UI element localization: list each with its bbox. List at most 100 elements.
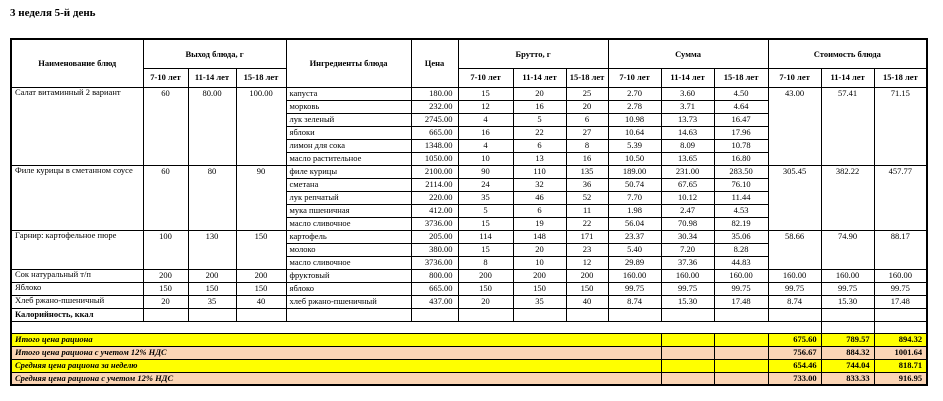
summary-empty-cell <box>660 358 715 373</box>
summary-value-cell: 733.00 <box>767 371 822 386</box>
ingredient-name-cell: масло сливочное <box>285 216 412 231</box>
summary-row: Итого цена рациона 675.60 789.57 894.32 <box>10 332 928 347</box>
calories-empty-cell <box>512 307 567 322</box>
sum-value-cell: 16.47 <box>713 112 769 127</box>
summary-value-cell: 916.95 <box>873 371 928 386</box>
spacer-cell <box>11 320 143 334</box>
sum-value-cell: 70.98 <box>660 216 715 231</box>
sum-value-cell: 99.75 <box>660 281 715 296</box>
dish-output-cell: 40 <box>235 294 287 309</box>
gross-value-cell: 22 <box>512 125 567 140</box>
ingredient-price-cell: 232.00 <box>410 99 459 114</box>
dish-output-cell: 20 <box>142 294 189 309</box>
gross-value-cell: 40 <box>565 294 609 309</box>
calories-label-cell: Калорийность, ккал <box>10 307 144 322</box>
summary-value-cell: 884.32 <box>820 345 875 360</box>
sum-value-cell: 13.65 <box>660 151 715 166</box>
sum-value-cell: 1.98 <box>607 203 662 218</box>
dish-cost-cell: 160.00 <box>767 268 822 283</box>
col-header-ingredients: Ингредиенты блюда <box>285 38 412 88</box>
gross-value-cell: 15 <box>457 86 514 101</box>
sum-value-cell: 8.28 <box>713 242 769 257</box>
summary-empty-cell <box>713 358 769 373</box>
sum-value-cell: 17.48 <box>713 294 769 309</box>
col-header-sum: Сумма <box>607 38 769 69</box>
gross-value-cell: 200 <box>457 268 514 283</box>
gross-value-cell: 200 <box>565 268 609 283</box>
ingredient-name-cell: молоко <box>285 242 412 257</box>
gross-value-cell: 171 <box>565 229 609 244</box>
gross-value-cell: 22 <box>565 216 609 231</box>
ingredient-row: Хлеб ржано-пшеничный 20 35 40 хлеб ржано-пше… <box>10 294 928 309</box>
sum-value-cell: 283.50 <box>713 164 769 179</box>
dish-cost-cell: 15.30 <box>820 294 875 309</box>
gross-value-cell: 10 <box>512 255 567 270</box>
sum-value-cell: 2.70 <box>607 86 662 101</box>
dish-cost-cell: 43.00 <box>767 86 822 166</box>
gross-value-cell: 6 <box>512 138 567 153</box>
dish-output-cell: 200 <box>142 268 189 283</box>
gross-value-cell: 135 <box>565 164 609 179</box>
sum-value-cell: 7.20 <box>660 242 715 257</box>
dish-cost-cell: 8.74 <box>767 294 822 309</box>
gross-value-cell: 23 <box>565 242 609 257</box>
gross-value-cell: 148 <box>512 229 567 244</box>
dish-output-cell: 80.00 <box>187 86 237 166</box>
summary-label-cell: Итого цена рациона с учетом 12% НДС <box>10 345 662 360</box>
sum-value-cell: 15.30 <box>660 294 715 309</box>
sum-value-cell: 160.00 <box>660 268 715 283</box>
summary-value-cell: 833.33 <box>820 371 875 386</box>
sum-value-cell: 76.10 <box>713 177 769 192</box>
summary-value-cell: 894.32 <box>873 332 928 347</box>
sum-value-cell: 13.73 <box>660 112 715 127</box>
dish-output-cell: 150 <box>235 281 287 296</box>
sum-value-cell: 44.83 <box>713 255 769 270</box>
age-col-sum-7-10: 7-10 лет <box>607 67 662 88</box>
calories-empty-cell <box>660 307 715 322</box>
sum-value-cell: 4.64 <box>713 99 769 114</box>
spacer-cell <box>411 320 459 334</box>
ingredient-price-cell: 380.00 <box>410 242 459 257</box>
ingredient-row: яблоки 665.00 16 22 27 10.64 14.63 17.96 <box>11 125 927 140</box>
dish-name-cell: Филе курицы в сметанном соусе <box>10 164 144 231</box>
dish-cost-cell: 382.22 <box>820 164 875 231</box>
ingredient-price-cell: 437.00 <box>410 294 459 309</box>
dish-output-cell: 35 <box>187 294 237 309</box>
dish-output-cell: 200 <box>187 268 237 283</box>
col-header-gross: Брутто, г <box>457 38 609 69</box>
age-col-gross-11-14: 11-14 лет <box>512 67 567 88</box>
calories-empty-cell <box>873 307 928 322</box>
document-title: 3 неделя 5-й день <box>10 7 96 19</box>
summary-label-cell: Средняя цена рациона за неделю <box>10 358 662 373</box>
gross-value-cell: 20 <box>512 86 567 101</box>
gross-value-cell: 15 <box>457 242 514 257</box>
dish-cost-cell: 160.00 <box>820 268 875 283</box>
gross-value-cell: 8 <box>457 255 514 270</box>
dish-name-cell: Салат витаминный 2 вариант <box>10 86 144 166</box>
dish-cost-cell: 99.75 <box>767 281 822 296</box>
gross-value-cell: 5 <box>457 203 514 218</box>
sum-value-cell: 30.34 <box>660 229 715 244</box>
spacer-boxed-cell <box>820 320 875 334</box>
calories-empty-cell <box>607 307 662 322</box>
sum-value-cell: 10.78 <box>713 138 769 153</box>
ingredient-name-cell: лук зеленый <box>285 112 412 127</box>
calories-empty-cell <box>285 307 412 322</box>
gross-value-cell: 114 <box>457 229 514 244</box>
gross-value-cell: 90 <box>457 164 514 179</box>
sum-value-cell: 4.50 <box>713 86 769 101</box>
calories-empty-cell <box>235 307 287 322</box>
age-col-cost-7-10: 7-10 лет <box>767 67 822 88</box>
calories-empty-cell <box>410 307 459 322</box>
sum-value-cell: 10.50 <box>607 151 662 166</box>
col-header-dish-name: Наименование блюд <box>10 38 144 88</box>
col-header-price: Цена <box>410 38 459 88</box>
gross-value-cell: 200 <box>512 268 567 283</box>
spacer-boxed-cell <box>873 320 928 334</box>
gross-value-cell: 20 <box>565 99 609 114</box>
ingredient-price-cell: 1348.00 <box>410 138 459 153</box>
gross-value-cell: 12 <box>565 255 609 270</box>
gross-value-cell: 36 <box>565 177 609 192</box>
calories-empty-cell <box>767 307 822 322</box>
age-col-output-11-14: 11-14 лет <box>187 67 237 88</box>
